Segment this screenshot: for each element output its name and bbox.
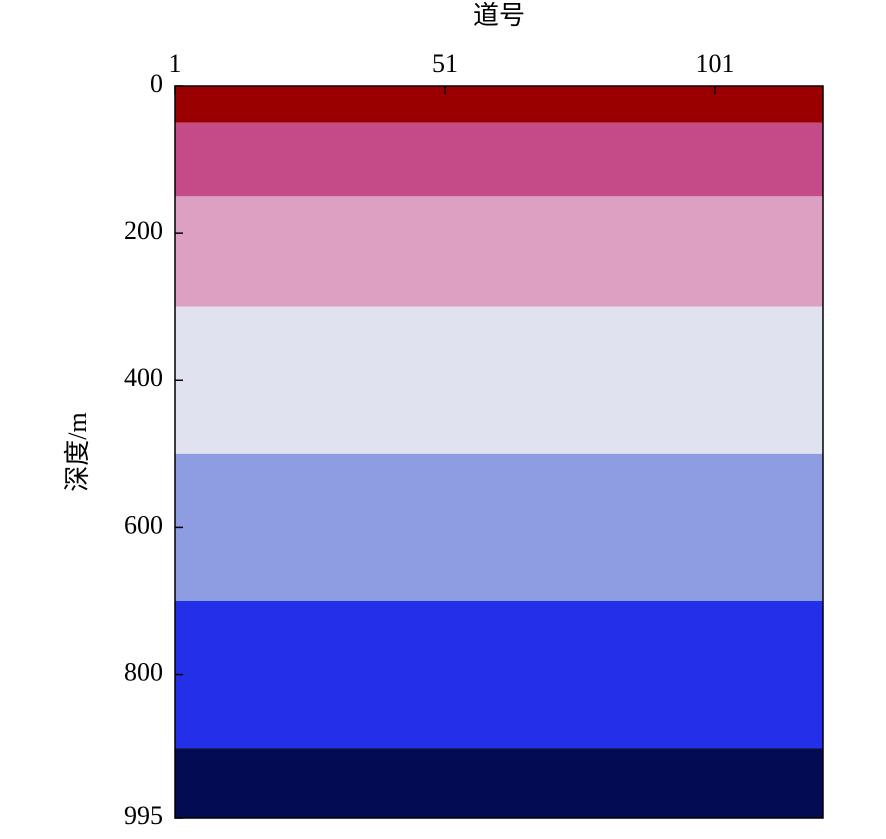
x-tick-label: 51 — [432, 49, 458, 78]
layer — [175, 86, 823, 123]
layer — [175, 196, 823, 307]
y-tick-label: 800 — [124, 658, 163, 687]
y-tick-label: 200 — [124, 216, 163, 245]
y-axis-label: 深度/m — [63, 412, 92, 491]
y-tick-label: 995 — [124, 801, 163, 830]
y-tick-label: 600 — [124, 510, 163, 539]
layer — [175, 748, 823, 818]
layer — [175, 306, 823, 454]
plot-frame — [174, 85, 824, 819]
x-axis-label: 道号 — [473, 1, 525, 30]
x-tick-label: 101 — [696, 49, 735, 78]
y-tick-label: 400 — [124, 363, 163, 392]
x-tick-label: 1 — [169, 49, 182, 78]
layer — [175, 453, 823, 601]
layer — [175, 600, 823, 749]
layer — [175, 122, 823, 197]
y-tick-label: 0 — [150, 69, 163, 98]
